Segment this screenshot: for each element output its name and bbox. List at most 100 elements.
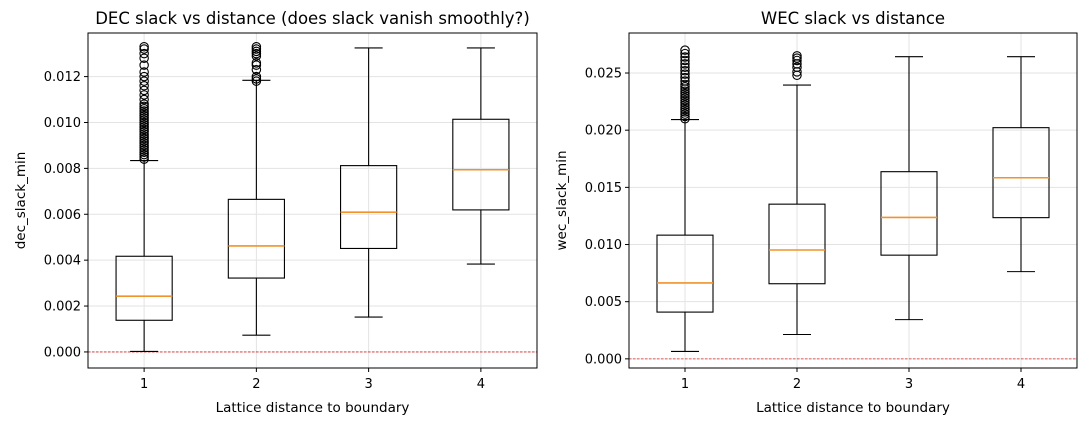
flier-point	[139, 108, 149, 119]
chart-title: DEC slack vs distance (does slack vanish…	[95, 9, 530, 28]
flier-point	[680, 86, 690, 97]
x-tick-label: 1	[681, 377, 689, 392]
y-axis-label: wec_slack_min	[554, 150, 570, 250]
flier-point	[139, 90, 149, 100]
flier-point	[139, 142, 149, 153]
y-tick-label: 0.020	[585, 124, 622, 139]
box-2	[768, 51, 826, 336]
flier-point	[680, 102, 690, 113]
flier-point	[680, 107, 690, 117]
box-2	[227, 42, 285, 336]
iqr-box	[227, 198, 285, 279]
flier-point	[680, 55, 690, 66]
flier-point	[251, 48, 262, 59]
flier-point	[139, 145, 149, 155]
y-tick-label: 0.010	[44, 116, 81, 131]
flier-point	[251, 76, 262, 86]
box-3	[340, 47, 398, 318]
flier-point	[139, 110, 149, 121]
flier-point	[139, 60, 149, 70]
iqr-box	[656, 234, 714, 313]
flier-point	[680, 59, 690, 69]
chart-title: WEC slack vs distance	[761, 9, 945, 28]
flier-point	[139, 106, 149, 116]
flier-point	[139, 113, 149, 123]
x-tick-label: 3	[364, 377, 372, 392]
flier-point	[251, 58, 262, 68]
flier-point	[680, 69, 690, 79]
box-3	[880, 56, 938, 321]
flier-point	[139, 136, 149, 146]
flier-point	[251, 74, 262, 84]
flier-point	[680, 111, 690, 122]
iqr-box	[880, 171, 938, 256]
flier-point	[251, 64, 262, 75]
y-tick-label: 0.000	[585, 352, 622, 367]
flier-point	[139, 138, 149, 148]
flier-point	[680, 62, 690, 73]
iqr-box	[768, 203, 826, 285]
flier-point	[139, 154, 149, 164]
flier-point	[251, 51, 262, 61]
x-tick-label: 2	[252, 377, 260, 392]
flier-point	[139, 44, 149, 54]
flier-point	[139, 85, 149, 96]
flier-point	[139, 42, 149, 52]
flier-point	[251, 42, 262, 52]
x-tick-label: 3	[905, 377, 913, 392]
plot-frame	[628, 32, 1078, 369]
flier-point	[139, 53, 149, 63]
flier-point	[139, 129, 149, 139]
box-4	[452, 47, 510, 265]
flier-point	[139, 67, 149, 77]
y-tick-label: 0.012	[44, 70, 81, 85]
x-tick-label: 2	[793, 377, 801, 392]
flier-point	[139, 133, 149, 144]
flier-point	[251, 71, 262, 82]
flier-point	[680, 88, 690, 99]
box-4	[992, 56, 1050, 273]
flier-point	[680, 72, 690, 83]
flier-point	[680, 65, 690, 76]
flier-point	[792, 55, 802, 66]
flier-point	[139, 71, 149, 82]
flier-point	[680, 114, 690, 124]
flier-point	[139, 117, 149, 128]
flier-point	[680, 48, 690, 59]
flier-point	[680, 104, 690, 115]
box-1	[656, 45, 714, 352]
flier-point	[139, 126, 149, 137]
flier-point	[139, 94, 149, 105]
flier-point	[139, 124, 149, 135]
flier-point	[792, 53, 802, 63]
flier-point	[251, 46, 262, 57]
flier-point	[680, 93, 690, 103]
flier-point	[251, 44, 262, 54]
flier-point	[139, 122, 149, 132]
flier-point	[680, 81, 690, 92]
flier-point	[139, 131, 149, 142]
y-tick-label: 0.006	[44, 208, 81, 223]
iqr-box	[340, 165, 398, 250]
flier-point	[139, 81, 149, 91]
flier-point	[139, 149, 149, 160]
y-tick-label: 0.010	[585, 238, 622, 253]
flier-point	[139, 76, 149, 86]
y-tick-label: 0.025	[585, 67, 622, 82]
flier-point	[251, 60, 262, 70]
chart-wec-slack: 0.000 0.005 0.010 0.015 0.020 0.025 1 2 3 4 WEC sl…	[554, 9, 1078, 416]
flier-point	[139, 48, 149, 59]
flier-point	[139, 99, 149, 109]
y-tick-label: 0.000	[44, 345, 81, 360]
flier-point	[680, 52, 690, 62]
flier-point	[680, 76, 690, 86]
flier-point	[139, 103, 149, 114]
flier-point	[792, 51, 802, 61]
flier-point	[680, 45, 690, 55]
iqr-box	[992, 127, 1050, 219]
y-tick-label: 0.008	[44, 162, 81, 177]
flier-point	[792, 62, 802, 73]
flier-point	[680, 79, 690, 90]
y-tick-label: 0.015	[585, 181, 622, 196]
flier-point	[680, 91, 690, 101]
